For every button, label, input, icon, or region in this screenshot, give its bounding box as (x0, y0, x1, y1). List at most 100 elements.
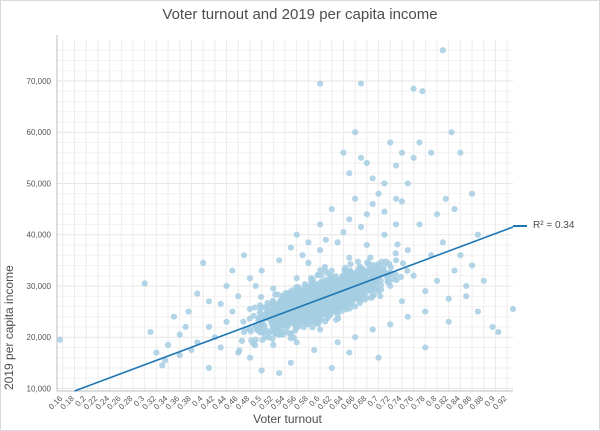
data-point (451, 205, 458, 213)
data-point (275, 302, 282, 310)
data-point (246, 275, 254, 282)
data-point (383, 258, 390, 265)
x-tick-labels: 0.160.180.20.220.240.260.280.30.320.340.… (47, 394, 509, 412)
data-point (176, 352, 183, 359)
data-point (264, 303, 271, 310)
data-point (328, 364, 335, 372)
data-point (141, 280, 148, 287)
data-point (451, 267, 458, 274)
data-point (357, 154, 365, 161)
data-point (294, 299, 302, 306)
data-point (291, 314, 298, 321)
grid-lines (56, 35, 513, 392)
data-point (358, 295, 366, 302)
data-point (164, 341, 172, 348)
data-point (410, 85, 417, 92)
legend-label: R² = 0.34 (533, 220, 575, 231)
data-point (334, 311, 341, 318)
y-tick-label: 50,000 (27, 179, 52, 188)
data-point (354, 258, 362, 265)
data-point (265, 308, 273, 315)
x-axis-label: Voter turnout (253, 412, 322, 426)
data-point (369, 293, 376, 300)
data-point (377, 292, 384, 300)
data-point (293, 275, 300, 282)
y-tick-label: 10,000 (27, 384, 52, 393)
data-point (340, 229, 347, 236)
data-point (439, 239, 446, 246)
data-point (316, 221, 324, 228)
data-point (468, 190, 476, 197)
data-point (442, 195, 449, 202)
data-point (351, 270, 358, 277)
data-point (270, 300, 277, 307)
data-point (194, 290, 201, 297)
data-point (316, 80, 324, 87)
data-point (258, 321, 265, 328)
data-point (185, 308, 192, 315)
data-point (328, 267, 335, 274)
data-point (153, 349, 160, 356)
data-point (509, 305, 517, 313)
data-point (362, 273, 369, 280)
data-point (252, 336, 259, 343)
data-point (445, 318, 452, 325)
data-point (357, 277, 365, 284)
data-point (457, 149, 464, 156)
data-point (489, 323, 496, 331)
data-point (324, 304, 332, 311)
data-point (372, 285, 379, 292)
data-point (223, 282, 230, 290)
data-point (334, 281, 341, 288)
data-point (299, 318, 306, 325)
data-point (381, 231, 388, 238)
data-point (246, 305, 254, 313)
y-tick-label: 20,000 (27, 333, 52, 342)
data-point (170, 313, 178, 320)
y-tick-labels: 10,000 20,000 30,000 40,000 50,000 60,000 70,0… (27, 77, 52, 393)
data-point (240, 328, 248, 336)
data-point (410, 272, 417, 279)
trendline (74, 226, 514, 392)
data-point (305, 239, 312, 246)
data-point (334, 239, 341, 246)
data-point (344, 273, 351, 280)
data-point (307, 291, 315, 299)
data-point (311, 280, 318, 287)
data-point (305, 259, 312, 266)
data-point (200, 259, 207, 266)
data-point (276, 257, 283, 264)
data-point (339, 298, 346, 305)
data-point (257, 302, 264, 309)
data-point (327, 311, 334, 318)
data-point (246, 354, 254, 361)
data-point (357, 80, 365, 87)
data-point (463, 293, 470, 300)
data-point (398, 198, 406, 205)
data-point (352, 303, 359, 310)
data-point (392, 271, 399, 278)
data-point (375, 264, 382, 272)
data-point (316, 246, 324, 254)
data-point (375, 354, 382, 361)
data-point (281, 313, 289, 320)
data-point (205, 298, 213, 305)
data-point (346, 349, 353, 356)
data-point (474, 308, 482, 315)
data-point (270, 285, 277, 292)
data-point (333, 296, 340, 303)
data-point (287, 244, 294, 251)
data-point (323, 279, 330, 286)
data-point (287, 295, 294, 302)
data-point (240, 252, 248, 259)
data-point (393, 276, 400, 284)
data-point (293, 231, 300, 238)
data-point (346, 216, 353, 223)
data-point (267, 327, 275, 335)
data-point (293, 339, 300, 346)
data-point (235, 293, 242, 300)
data-point (422, 344, 429, 351)
data-point (258, 367, 265, 374)
legend[interactable]: R² = 0.34 (513, 220, 574, 231)
data-point (56, 336, 64, 343)
